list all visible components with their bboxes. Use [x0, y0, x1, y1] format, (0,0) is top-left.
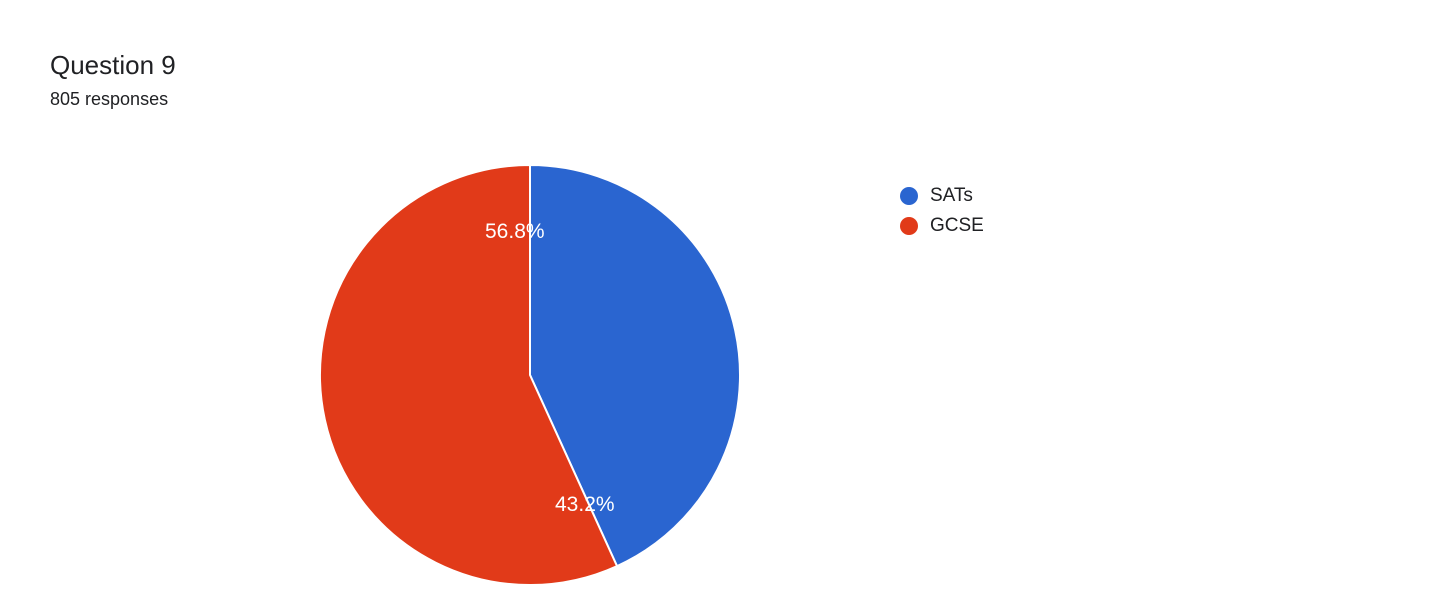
legend-label: GCSE [930, 215, 984, 237]
legend-item[interactable]: SATs [900, 185, 984, 207]
chart-title: Question 9 [50, 50, 176, 81]
legend-marker-icon [900, 217, 918, 235]
legend-item[interactable]: GCSE [900, 215, 984, 237]
legend-label: SATs [930, 185, 973, 207]
chart-subtitle: 805 responses [50, 89, 176, 110]
chart-header: Question 9 805 responses [50, 50, 176, 110]
chart-legend: SATs GCSE [900, 185, 984, 245]
pie-chart-container: 43.2%56.8% [320, 165, 740, 585]
legend-marker-icon [900, 187, 918, 205]
pie-chart [320, 165, 740, 585]
